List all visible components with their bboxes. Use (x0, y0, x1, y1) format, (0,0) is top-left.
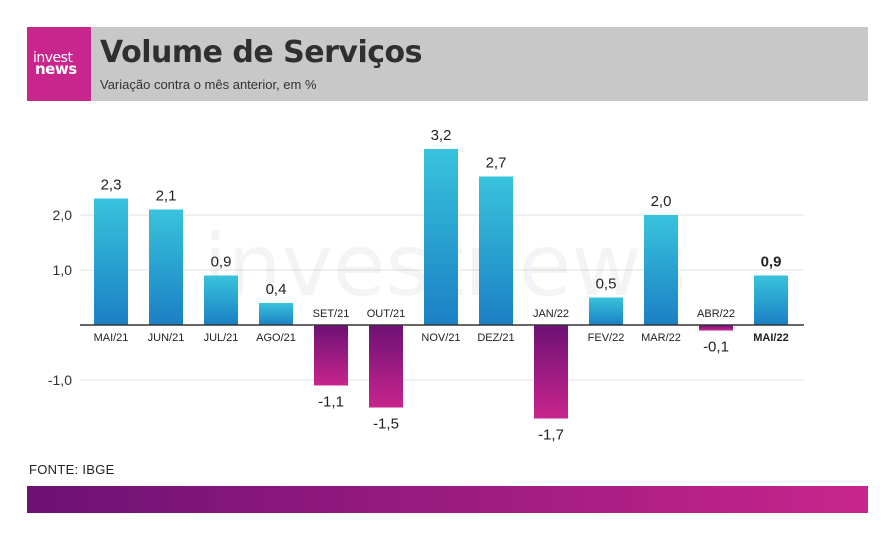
value-label: -1,7 (538, 427, 564, 444)
category-label: JAN/22 (533, 308, 569, 320)
category-label: MAI/22 (753, 332, 788, 344)
bar-nov-21 (424, 149, 458, 325)
bar-jul-21 (204, 275, 238, 325)
bar-abr-22 (699, 325, 733, 331)
bar-dez-21 (479, 176, 513, 325)
labels: MAI/21 2,3 JUN/21 2,1 JUL/21 0,9 AGO/21 0,4 SET/… (94, 127, 789, 444)
value-label: -1,5 (373, 416, 399, 433)
logo-text-invest: invest (33, 50, 73, 66)
value-label: 0,9 (211, 254, 232, 271)
value-label: 2,3 (101, 177, 122, 194)
category-label: AGO/21 (256, 332, 296, 344)
bars (94, 149, 788, 419)
category-label: FEV/22 (588, 332, 625, 344)
footer-gradient-bar (27, 486, 868, 513)
category-label: NOV/21 (421, 332, 460, 344)
category-label: JUN/21 (148, 332, 185, 344)
chart-title: Volume de Serviços (100, 35, 422, 70)
category-label: OUT/21 (367, 308, 406, 320)
category-label: JUL/21 (204, 332, 239, 344)
value-label: -0,1 (703, 339, 729, 356)
value-label: 0,4 (266, 281, 287, 298)
value-label: 3,2 (431, 127, 452, 144)
bar-out-21 (369, 325, 403, 408)
category-label: ABR/22 (697, 308, 735, 320)
category-label: MAI/21 (94, 332, 129, 344)
bar-mar-22 (644, 215, 678, 325)
category-label: DEZ/21 (477, 332, 514, 344)
value-label: 2,1 (156, 188, 177, 205)
value-label: 2,0 (651, 193, 672, 210)
y-tick-label: -1,0 (48, 372, 72, 388)
logo-text-news: news (35, 60, 77, 78)
y-tick-label: 2,0 (53, 207, 73, 223)
bar-ago-21 (259, 303, 293, 325)
value-label: 0,5 (596, 276, 617, 293)
bar-jun-21 (149, 209, 183, 325)
chart-header: invest news Volume de Serviços Variação … (27, 27, 868, 101)
bar-jan-22 (534, 325, 568, 419)
investnews-logo: invest news (27, 27, 91, 101)
bar-mai-21 (94, 198, 128, 325)
category-label: SET/21 (313, 308, 350, 320)
bar-fev-22 (589, 297, 623, 325)
bar-mai-22 (754, 275, 788, 325)
chart-subtitle: Variação contra o mês anterior, em % (100, 77, 317, 92)
bar-set-21 (314, 325, 348, 386)
category-label: MAR/22 (641, 332, 681, 344)
value-label: 2,7 (486, 155, 507, 172)
value-label: -1,1 (318, 394, 344, 411)
value-label: 0,9 (761, 254, 782, 271)
y-tick-label: 1,0 (53, 262, 73, 278)
source-note: FONTE: IBGE (29, 462, 115, 477)
